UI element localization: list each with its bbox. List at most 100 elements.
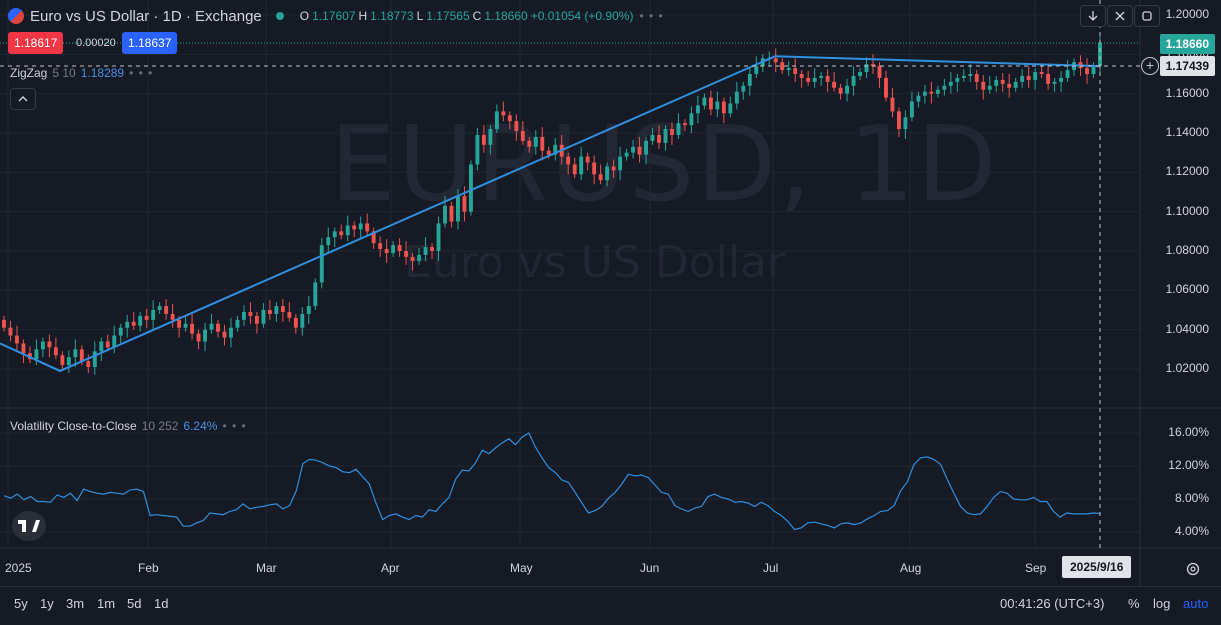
candle [410,256,415,261]
arrow-down-icon[interactable] [1080,5,1106,27]
candle [293,317,298,328]
candle [851,75,856,86]
zigzag-legend[interactable]: ZigZag 5 10 1.18289 • • • [10,66,153,80]
candle [501,111,506,116]
time-tick: Jul [763,561,779,575]
zigzag-value: 1.18289 [80,66,125,80]
market-open-icon [275,12,284,20]
candle [34,349,39,360]
candle [708,97,713,110]
candle [948,81,953,86]
symbol-title[interactable]: Euro vs US Dollar · 1D · Exchange [30,7,262,25]
maximize-icon[interactable] [1134,5,1160,27]
candle [2,319,6,328]
more-icon[interactable]: • • • [639,9,664,23]
candle [702,97,707,106]
plus-circle-icon[interactable]: + [1141,57,1159,75]
candle [897,111,901,130]
candle [676,123,681,135]
candle [319,245,324,283]
candle [585,156,590,163]
tradingview-logo[interactable] [12,511,46,541]
candle [890,97,895,112]
candle [741,85,746,92]
range-button-1m[interactable]: 1m [97,596,116,611]
candle [1013,81,1018,88]
volatility-legend[interactable]: Volatility Close-to-Close 10 252 6.24% •… [10,419,247,433]
price-tick: 1.08000 [1165,243,1209,257]
close-value: 1.18660 [484,9,528,23]
price-tick: 1.02000 [1165,361,1209,375]
candle [397,245,402,251]
candle [987,85,992,90]
zigzag-more-icon[interactable]: • • • [129,66,154,80]
volatility-line [3,432,1101,531]
percent-toggle[interactable]: % [1128,596,1140,611]
range-button-5y[interactable]: 5y [14,596,28,611]
price-tick: 1.12000 [1165,164,1209,179]
candle [378,243,383,250]
candle [112,335,117,348]
range-button-1y[interactable]: 1y [40,596,54,611]
candle [961,75,966,78]
range-button-1d[interactable]: 1d [154,596,169,611]
candle [845,85,850,94]
range-button-5d[interactable]: 5d [127,596,142,611]
candle [131,321,136,326]
candle [242,311,246,320]
candle [144,315,149,320]
volatility-name: Volatility Close-to-Close [10,419,137,433]
candle [229,327,233,338]
candle [1007,83,1012,88]
candle [481,134,486,145]
candle [40,341,45,350]
candle [475,134,480,165]
candle [183,323,188,328]
candle [190,323,195,334]
candle [287,311,292,318]
candle [832,81,837,88]
candle [488,129,493,145]
candle [423,247,428,255]
gear-icon[interactable] [1185,561,1201,577]
buy-button[interactable]: 1.18637 [122,32,178,54]
time-tick: 2025 [5,561,32,575]
candle [15,335,19,344]
candle [1046,74,1051,84]
candle [170,313,175,320]
candle [443,205,447,224]
log-toggle[interactable]: log [1153,596,1171,611]
candle [637,146,642,155]
candle [572,164,577,175]
candle [468,164,473,212]
candle [1065,70,1070,78]
chevron-up-icon[interactable] [10,88,36,110]
candle [99,341,104,352]
c-label: C [472,9,482,23]
candle [60,355,65,366]
volatility-more-icon[interactable]: • • • [222,419,247,433]
sell-button[interactable]: 1.18617 [8,32,64,54]
candle [1039,72,1044,74]
zigzag-line [0,55,1101,373]
candle [838,87,843,94]
range-button-3m[interactable]: 3m [66,596,85,611]
candle [553,144,558,155]
candle [981,81,986,90]
collapse-icon[interactable] [1107,5,1133,27]
l-label: L [416,9,424,23]
candle [728,103,733,114]
bottom-toolbar [0,586,1221,625]
candle [1000,79,1005,84]
candle [417,254,421,261]
volatility-value: 6.24% [183,419,218,433]
crosshair-date-label: 2025/9/16 [1062,556,1132,578]
candle [1033,72,1038,80]
clock[interactable]: 00:41:26 (UTC+3) [1000,596,1105,611]
grid [0,0,1140,548]
time-tick: May [510,561,533,575]
candle [884,77,888,98]
auto-toggle[interactable]: auto [1183,596,1209,611]
candle [125,321,130,328]
